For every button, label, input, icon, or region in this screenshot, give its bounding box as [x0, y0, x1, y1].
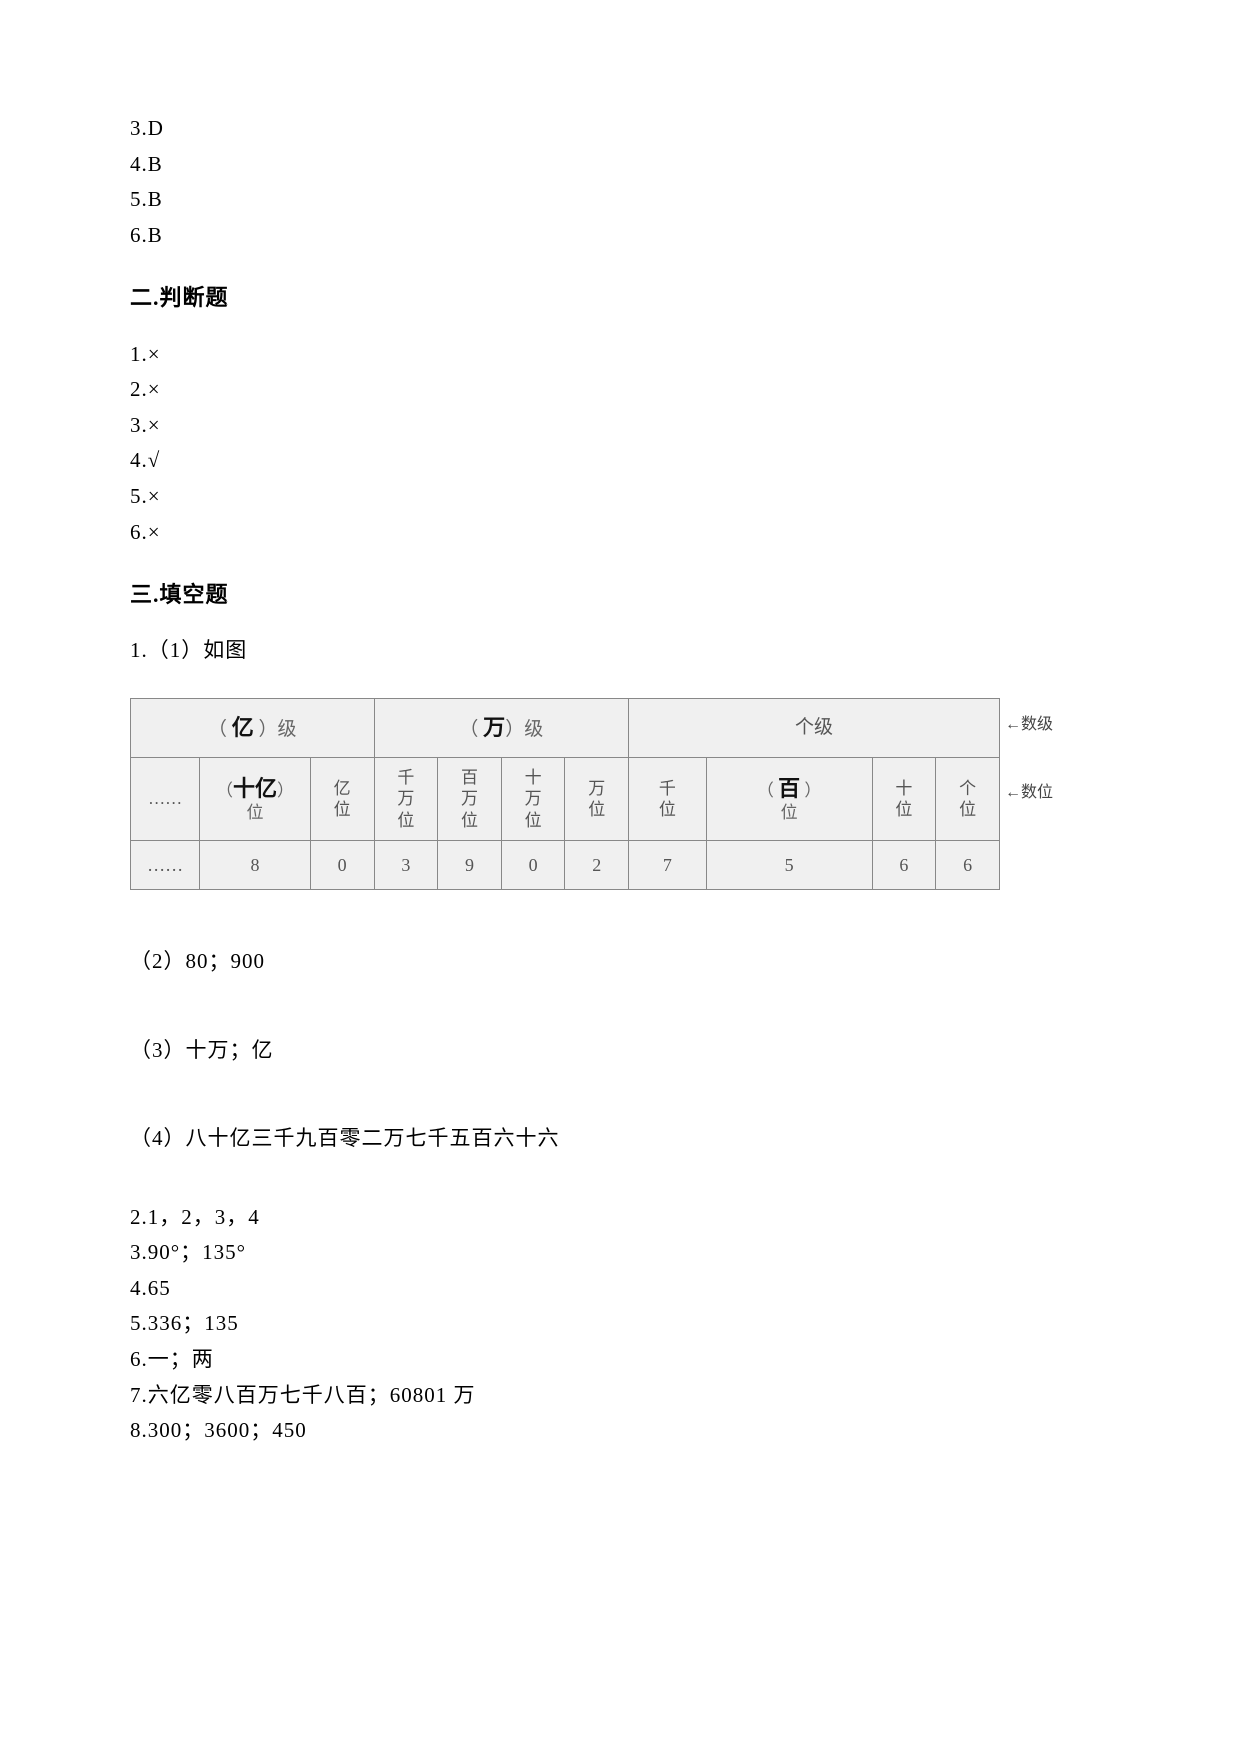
fill-1-sub4: （4）八十亿三千九百零二万七千五百六十六 [130, 1122, 1110, 1156]
fill-line: 5.336；135 [130, 1307, 1110, 1341]
place-cell: 百万位 [438, 757, 502, 840]
digit-cell: 0 [310, 840, 374, 889]
fill-line: 8.300；3600；450 [130, 1414, 1110, 1448]
level-wan: （ 万）级 [374, 698, 629, 757]
judge-line: 3.× [130, 409, 1110, 443]
place-cell: 个位 [936, 757, 1000, 840]
digit-cell: 7 [629, 840, 706, 889]
fill-1-sub2: （2）80；900 [130, 945, 1110, 979]
fill-line: 7.六亿零八百万七千八百；60801 万 [130, 1379, 1110, 1413]
digit-cell: 2 [565, 840, 629, 889]
answer-line: 6.B [130, 219, 1110, 253]
judge-line: 5.× [130, 480, 1110, 514]
place-cell-bai: （ 百 ）位 [706, 757, 872, 840]
digit-cell: …… [131, 840, 200, 889]
table-row-digits: …… 8 0 3 9 0 2 7 5 6 6 [131, 840, 1000, 889]
answer-line: 5.B [130, 183, 1110, 217]
digit-cell: 8 [200, 840, 311, 889]
digit-cell: 0 [501, 840, 565, 889]
place-cell: …… [131, 757, 200, 840]
judge-line: 4.√ [130, 444, 1110, 478]
judge-line: 1.× [130, 338, 1110, 372]
side-label-place: ←数位 [1005, 780, 1053, 806]
answer-line: 3.D [130, 112, 1110, 146]
fill-line: 3.90°；135° [130, 1236, 1110, 1270]
judge-line: 2.× [130, 373, 1110, 407]
place-cell: 亿位 [310, 757, 374, 840]
digit-cell: 9 [438, 840, 502, 889]
section-3-heading: 三.填空题 [130, 577, 1110, 612]
place-cell: 千万位 [374, 757, 438, 840]
place-cell: 千位 [629, 757, 706, 840]
digit-cell: 3 [374, 840, 438, 889]
level-yi: （ 亿 ）级 [131, 698, 375, 757]
judge-line: 6.× [130, 516, 1110, 550]
level-ge: 个级 [629, 698, 1000, 757]
fill-line: 2.1，2，3，4 [130, 1201, 1110, 1235]
section-2-heading: 二.判断题 [130, 280, 1110, 315]
place-value-table-wrap: ←数级 ←数位 （ 亿 ）级 （ 万）级 个级 …… （十亿）位 [130, 698, 1060, 890]
place-cell: 万位 [565, 757, 629, 840]
table-row-levels: （ 亿 ）级 （ 万）级 个级 [131, 698, 1000, 757]
fill-line: 6.一；两 [130, 1343, 1110, 1377]
fill-1-intro: 1.（1）如图 [130, 634, 1110, 668]
place-value-table: （ 亿 ）级 （ 万）级 个级 …… （十亿）位 亿位 千万位 百万位 十万位 … [130, 698, 1000, 890]
table-row-places: …… （十亿）位 亿位 千万位 百万位 十万位 万位 千位 （ 百 ）位 十位 … [131, 757, 1000, 840]
fill-1-sub3: （3）十万；亿 [130, 1034, 1110, 1068]
digit-cell: 6 [936, 840, 1000, 889]
digit-cell: 6 [872, 840, 936, 889]
place-cell: 十万位 [501, 757, 565, 840]
place-cell: 十位 [872, 757, 936, 840]
side-label-level: ←数级 [1005, 712, 1053, 738]
place-cell-shiyi: （十亿）位 [200, 757, 311, 840]
digit-cell: 5 [706, 840, 872, 889]
answer-line: 4.B [130, 148, 1110, 182]
fill-line: 4.65 [130, 1272, 1110, 1306]
